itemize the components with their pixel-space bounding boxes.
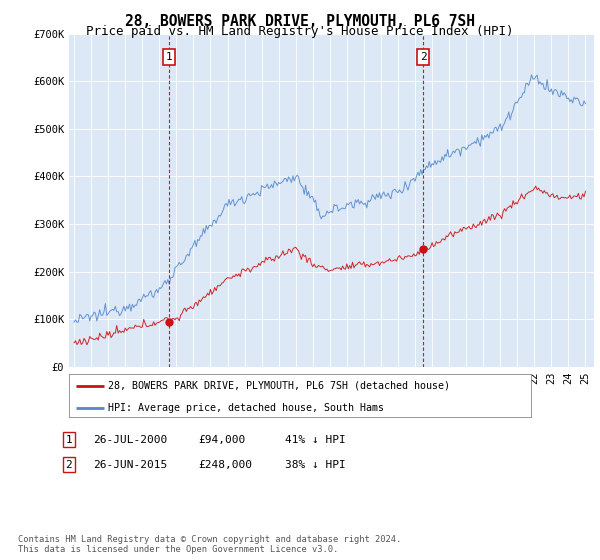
Text: 1: 1 xyxy=(166,52,172,62)
Text: 1: 1 xyxy=(65,435,73,445)
Text: HPI: Average price, detached house, South Hams: HPI: Average price, detached house, Sout… xyxy=(108,403,384,413)
Text: 38% ↓ HPI: 38% ↓ HPI xyxy=(285,460,346,470)
Text: 26-JUL-2000: 26-JUL-2000 xyxy=(93,435,167,445)
Text: £94,000: £94,000 xyxy=(198,435,245,445)
Text: £248,000: £248,000 xyxy=(198,460,252,470)
Text: 41% ↓ HPI: 41% ↓ HPI xyxy=(285,435,346,445)
Text: Contains HM Land Registry data © Crown copyright and database right 2024.
This d: Contains HM Land Registry data © Crown c… xyxy=(18,535,401,554)
Text: 28, BOWERS PARK DRIVE, PLYMOUTH, PL6 7SH: 28, BOWERS PARK DRIVE, PLYMOUTH, PL6 7SH xyxy=(125,14,475,29)
Text: 2: 2 xyxy=(420,52,427,62)
Text: Price paid vs. HM Land Registry's House Price Index (HPI): Price paid vs. HM Land Registry's House … xyxy=(86,25,514,38)
Text: 2: 2 xyxy=(65,460,73,470)
Text: 28, BOWERS PARK DRIVE, PLYMOUTH, PL6 7SH (detached house): 28, BOWERS PARK DRIVE, PLYMOUTH, PL6 7SH… xyxy=(108,381,450,391)
Text: 26-JUN-2015: 26-JUN-2015 xyxy=(93,460,167,470)
